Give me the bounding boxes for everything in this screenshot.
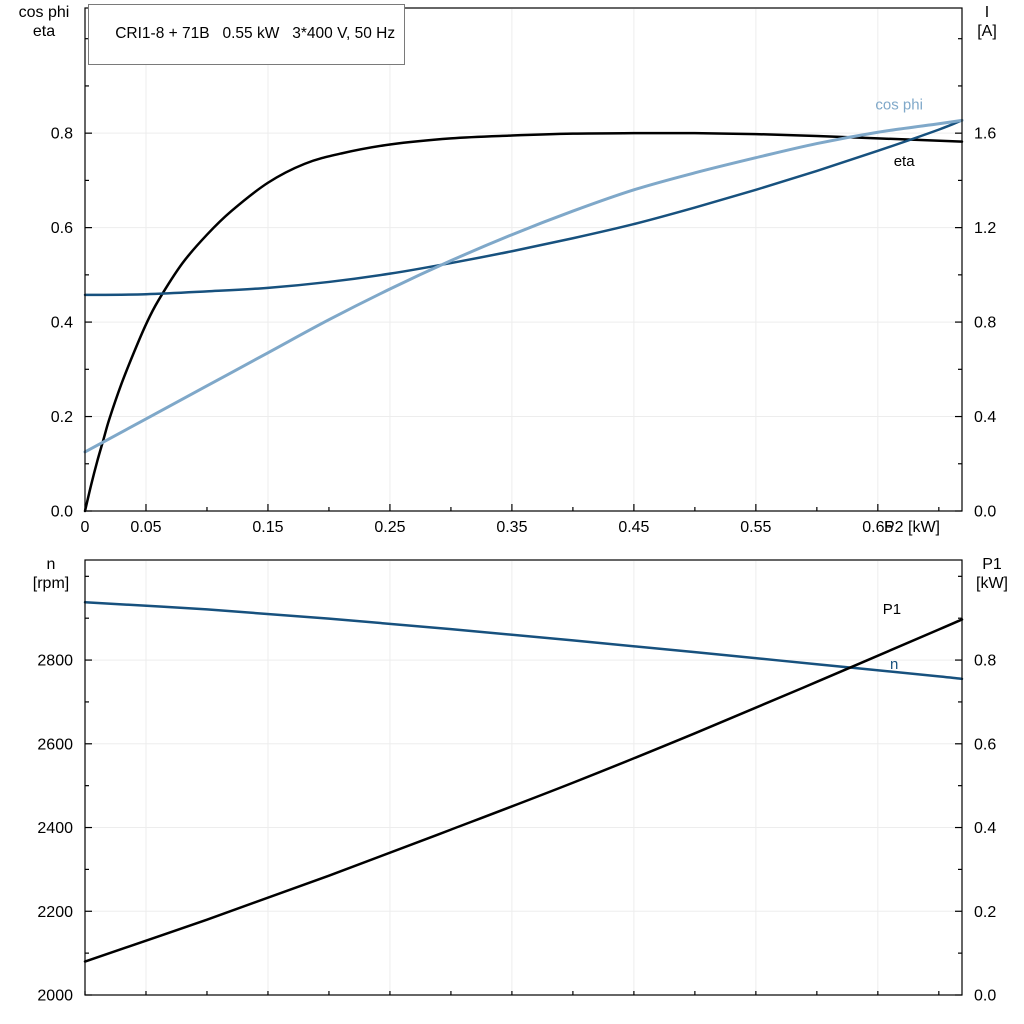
ytick-label-left: 2400 [37, 820, 73, 837]
axis-title-cos-phi: cos phi [18, 4, 70, 21]
chart-bottom: 2000 2200 2400 2600 2800 0.0 0.2 0.4 0.6 0.8 n P1 [37, 559, 996, 1005]
ytick-label-left: 2800 [37, 653, 73, 670]
xtick-label: 0.45 [618, 519, 649, 536]
curve-label-eta: eta [894, 153, 916, 170]
ytick-label-left: 0.2 [51, 409, 73, 426]
ytick-label-left: 2200 [37, 904, 73, 921]
plot-border [84, 559, 963, 996]
xtick-label: 0.55 [740, 519, 771, 536]
curve-label-P1: P1 [883, 601, 901, 618]
curve-P1 [83, 618, 964, 963]
curve-I [83, 118, 964, 297]
xtick-label: 0.65 [862, 519, 893, 536]
ytick-label-right: 0.8 [974, 315, 996, 332]
axis-title-p1: P1 [982, 556, 1002, 573]
x-axis-title: P2 [kW] [884, 519, 940, 536]
curve-label-n: n [890, 656, 898, 673]
ytick-label-right: 0.0 [974, 504, 996, 521]
ytick-label-right: 0.8 [974, 653, 996, 670]
axis-title-speed: n [46, 556, 56, 573]
ytick-label-right: 1.6 [974, 126, 996, 143]
xtick-label: 0.25 [374, 519, 405, 536]
ytick-label-right: 0.4 [974, 820, 996, 837]
chart-title-box: CRI1-8 + 71B 0.55 kW 3*400 V, 50 Hz [88, 4, 406, 65]
curve-cos-phi [83, 118, 964, 454]
chart-top: 0.0 0.2 0.4 0.6 0.8 0.0 0.4 0.8 1.2 1.6 0 0.05 0.15 0… [51, 7, 996, 536]
xtick-label: 0 [81, 519, 90, 536]
top-chart-right-axis-title: I [A] [961, 3, 1013, 41]
xtick-label: 0.15 [252, 519, 283, 536]
ytick-label-left: 0.8 [51, 126, 73, 143]
curve-label-cos-phi: cos phi [875, 97, 923, 114]
xtick-label: 0.05 [130, 519, 161, 536]
ytick-label-left: 2000 [37, 988, 73, 1005]
curve-eta [83, 131, 964, 513]
axis-title-eta: eta [32, 23, 56, 40]
ytick-label-left: 0.4 [51, 315, 73, 332]
bottom-chart-left-axis-title: n [rpm] [15, 555, 87, 593]
xtick-label: 0.35 [496, 519, 527, 536]
ytick-label-right: 1.2 [974, 220, 996, 237]
axis-title-current-unit: [A] [977, 23, 997, 40]
ytick-label-right: 0.2 [974, 904, 996, 921]
plot-border [84, 7, 963, 512]
chart-title: CRI1-8 + 71B 0.55 kW 3*400 V, 50 Hz [115, 25, 396, 42]
bottom-chart-right-axis-title: P1 [kW] [966, 555, 1018, 593]
axis-title-speed-unit: [rpm] [32, 575, 70, 592]
ytick-label-right: 0.0 [974, 988, 996, 1005]
ytick-label-left: 0.0 [51, 504, 73, 521]
ytick-label-right: 0.6 [974, 736, 996, 753]
ytick-label-right: 0.4 [974, 409, 996, 426]
ytick-label-left: 2600 [37, 736, 73, 753]
curve-n [83, 601, 964, 681]
axis-title-p1-unit: [kW] [976, 575, 1008, 592]
axis-title-current: I [984, 4, 990, 21]
ytick-label-left: 0.6 [51, 220, 73, 237]
top-chart-left-axis-title: cos phi eta [8, 3, 80, 41]
